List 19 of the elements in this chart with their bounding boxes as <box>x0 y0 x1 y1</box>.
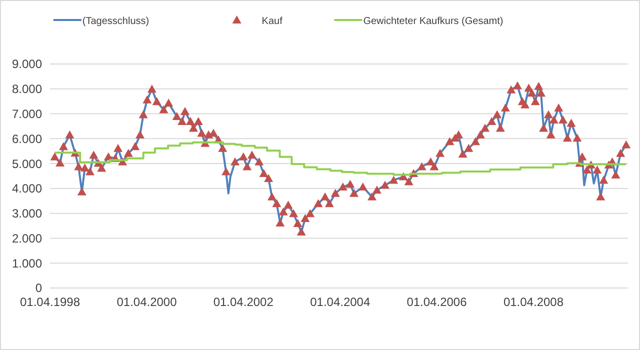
y-tick-label: 4.000 <box>12 182 42 196</box>
x-tick-label: 01.04.1998 <box>20 295 80 309</box>
y-tick-label: 5.000 <box>12 156 42 171</box>
y-tick-label: 0 <box>35 281 42 296</box>
y-tick-label: 6.000 <box>12 132 42 146</box>
y-tick-label: 9.000 <box>12 57 42 72</box>
y-tick-label: 8.000 <box>12 82 42 96</box>
legend-label: (Tagesschluss) <box>82 16 150 27</box>
y-tick-label: 7.000 <box>12 106 42 121</box>
x-tick-label: 01.04.2006 <box>406 295 468 309</box>
x-tick-label: 01.04.2004 <box>310 295 370 309</box>
y-tick-label: 3.000 <box>12 206 42 221</box>
y-tick-label: 2.000 <box>12 231 42 246</box>
x-tick-label: 01.04.2000 <box>116 295 178 309</box>
y-tick-label: 1.000 <box>12 256 42 270</box>
legend-label: Gewichteter Kaufkurs (Gesamt) <box>363 16 504 27</box>
legend-label: Kauf <box>262 16 283 27</box>
x-tick-label: 01.04.2002 <box>213 295 274 309</box>
x-tick-label: 01.04.2008 <box>503 295 564 309</box>
